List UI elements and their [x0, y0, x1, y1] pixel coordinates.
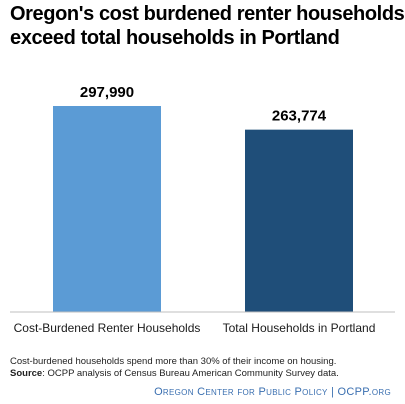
bar-1: [53, 106, 161, 312]
footnote: Cost-burdened households spend more than…: [10, 356, 402, 380]
x-tick-label-1: Cost-Burdened Renter Households: [14, 321, 201, 335]
chart-title: Oregon's cost burdened renter households…: [10, 2, 405, 50]
publisher-credit: Oregon Center for Public Policy | OCPP.o…: [154, 386, 391, 398]
chart-title-line-2: exceed total households in Portland: [10, 27, 340, 49]
source-label: Source: [10, 368, 43, 379]
bar-group: 297,990 263,774: [53, 84, 353, 312]
footnote-note: Cost-burdened households spend more than…: [10, 356, 337, 367]
bar-value-label-1: 297,990: [80, 84, 134, 101]
x-tick-labels: Cost-Burdened Renter Households Total Hou…: [14, 321, 376, 335]
bar-chart: 297,990 263,774 Cost-Burdened Renter Hous…: [10, 84, 395, 335]
chart-title-line-1: Oregon's cost burdened renter households: [10, 3, 405, 25]
bar-2: [245, 129, 353, 312]
bar-value-label-2: 263,774: [272, 108, 327, 125]
source-text: : OCPP analysis of Census Bureau America…: [42, 368, 339, 379]
x-tick-label-2: Total Households in Portland: [223, 321, 376, 335]
footnote-source: Source: OCPP analysis of Census Bureau A…: [10, 368, 402, 380]
